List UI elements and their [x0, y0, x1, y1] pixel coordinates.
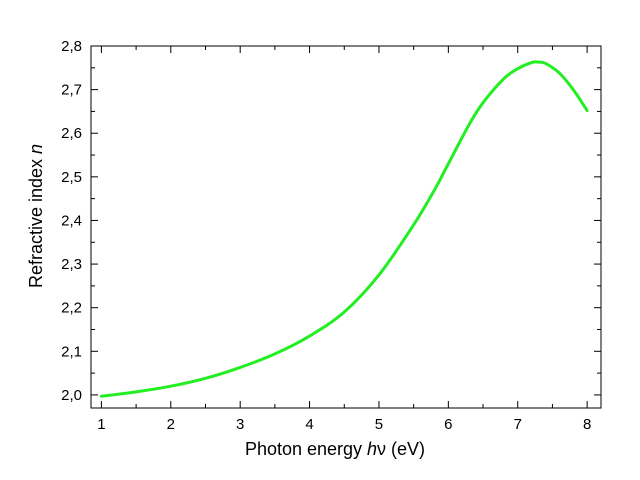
x-tick-label: 4	[305, 416, 313, 433]
y-tick-label: 2,0	[61, 387, 82, 404]
x-tick-label: 3	[236, 416, 244, 433]
y-tick-label: 2,5	[61, 169, 82, 186]
x-tick-label: 1	[97, 416, 105, 433]
y-axis-label: Refractive index n	[26, 144, 46, 288]
y-tick-label: 2,7	[61, 82, 82, 99]
y-tick-label: 2,6	[61, 125, 82, 142]
y-tick-label: 2,1	[61, 343, 82, 360]
series-layer	[99, 60, 589, 398]
y-tick-label: 2,2	[61, 300, 82, 317]
y-tick-label: 2,3	[61, 256, 82, 273]
y-tick-label: 2,4	[61, 212, 82, 229]
plot-frame	[90, 45, 602, 409]
y-tick-label: 2,8	[61, 38, 82, 55]
x-axis-label: Photon energy hν (eV)	[245, 439, 425, 459]
y-axis-ticks: 2,0 2,1 2,2 2,3 2,4 2,5 2,6 2,7 2,8	[61, 38, 601, 404]
x-tick-label: 8	[583, 416, 591, 433]
x-tick-label: 5	[375, 416, 383, 433]
refractive-index-curve	[99, 60, 589, 398]
x-tick-label: 2	[167, 416, 175, 433]
x-tick-label: 7	[514, 416, 522, 433]
x-axis-ticks: 1 2 3 4 5 6 7 8	[97, 46, 591, 433]
x-tick-label: 6	[444, 416, 452, 433]
